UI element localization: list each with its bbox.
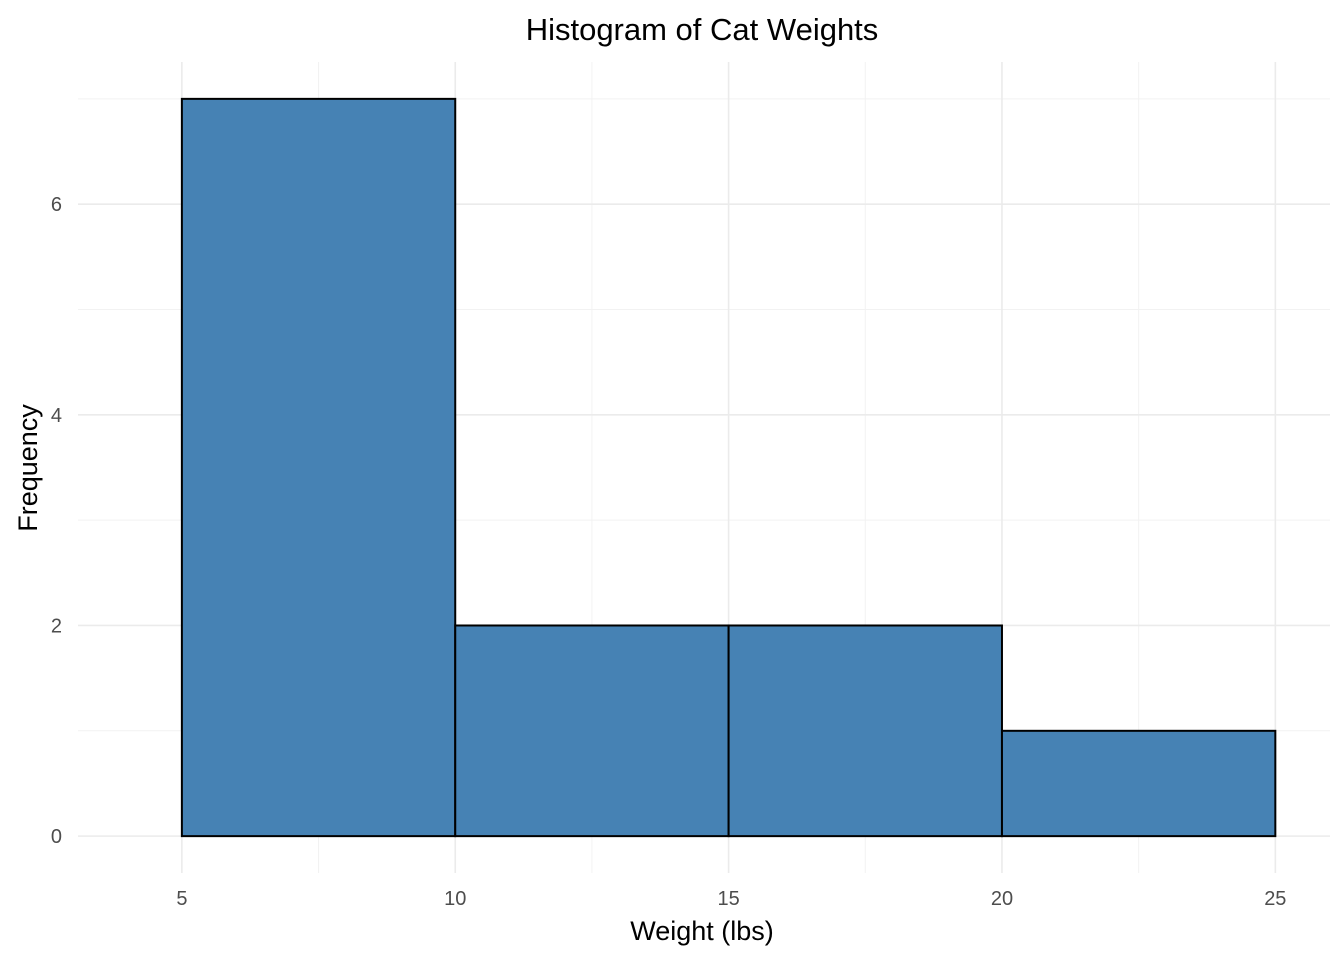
y-tick-label: 0 [51, 826, 62, 848]
y-tick-label: 6 [51, 194, 62, 216]
x-tick-label: 20 [991, 888, 1013, 910]
y-axis-title: Frequency [13, 404, 43, 532]
x-tick-label: 10 [444, 888, 466, 910]
histogram-bar [1000, 729, 1277, 838]
x-tick-label: 15 [717, 888, 739, 910]
y-tick-label: 2 [51, 615, 62, 637]
x-tick-label: 25 [1264, 888, 1286, 910]
y-tick-label: 4 [51, 405, 62, 427]
histogram-bar [454, 624, 730, 838]
chart-title: Histogram of Cat Weights [526, 12, 879, 47]
y-axis-tick-labels: 0 2 4 6 [51, 194, 62, 848]
histogram-bar [180, 97, 457, 838]
histogram-bar [727, 624, 1003, 838]
x-axis-tick-labels: 5 10 15 20 25 [176, 888, 1286, 910]
x-axis-title: Weight (lbs) [630, 916, 774, 946]
x-tick-label: 5 [176, 888, 187, 910]
histogram-bars [180, 97, 1277, 838]
